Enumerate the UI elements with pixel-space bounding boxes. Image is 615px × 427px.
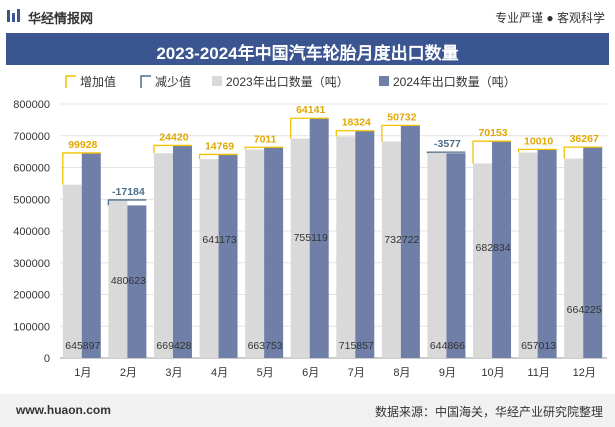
tagline: 专业严谨 ● 客观科学: [495, 11, 605, 25]
bar-2023: [473, 163, 493, 358]
x-tick-label: 5月: [257, 367, 274, 379]
x-tick-label: 7月: [348, 367, 365, 379]
value-label-2024: 641173: [202, 234, 236, 246]
y-tick-label: 300000: [13, 258, 50, 270]
increase-bracket: [381, 124, 420, 142]
x-tick-label: 9月: [439, 367, 456, 379]
legend-marker-dec: [140, 75, 151, 88]
y-tick-label: 100000: [13, 321, 50, 333]
value-label-2024: 664225: [567, 304, 602, 316]
bar-2023: [290, 138, 310, 358]
change-label: -3577: [434, 138, 461, 150]
change-label: 50732: [387, 111, 416, 123]
decrease-bracket: [107, 199, 147, 206]
bar-2024: [492, 141, 512, 358]
legend-swatch-s0: [212, 76, 222, 86]
bar-2024: [583, 147, 603, 358]
bar-2024: [127, 205, 147, 358]
x-tick-label: 1月: [74, 367, 91, 379]
value-label-2024: 645897: [65, 340, 100, 352]
change-label: 7011: [254, 133, 277, 145]
increase-bracket: [472, 140, 512, 164]
bar-2023: [245, 149, 265, 358]
value-label-2024: 732722: [384, 234, 419, 246]
change-label: 24420: [159, 131, 188, 143]
value-label-2024: 480623: [111, 275, 146, 287]
bar-2024: [537, 149, 557, 358]
x-tick-label: 11月: [527, 367, 549, 379]
y-tick-label: 500000: [13, 194, 50, 206]
increase-bracket: [517, 148, 557, 153]
bar-2023: [427, 152, 447, 358]
change-label: 36267: [570, 133, 599, 145]
legend-label-s0: 2023年出口数量（吨）: [226, 74, 349, 89]
y-tick-label: 600000: [13, 163, 50, 175]
y-tick-label: 0: [44, 353, 50, 365]
change-label: 18324: [342, 117, 371, 129]
bar-2024: [446, 153, 466, 358]
value-label-2024: 715857: [339, 340, 374, 352]
value-label-2024: 669428: [156, 340, 191, 352]
bar-2023: [153, 153, 173, 358]
bar-chart: 增加值 减少值 2023年出口数量（吨） 2024年出口数量（吨） 0 100000 200…: [13, 74, 607, 379]
increase-bracket: [153, 144, 192, 154]
legend-swatch-s1: [379, 76, 389, 86]
bar-2023: [108, 199, 128, 358]
change-label: -17184: [112, 186, 145, 198]
x-tick-label: 2月: [120, 367, 137, 379]
data-source: 数据来源：中国海关，华经产业研究院整理: [374, 405, 603, 419]
legend-label-s1: 2024年出口数量（吨）: [393, 74, 516, 89]
increase-bracket: [62, 152, 101, 185]
change-label: 14769: [205, 140, 234, 152]
logo-icon: [7, 9, 20, 22]
y-tick-label: 400000: [13, 226, 50, 238]
bar-2023: [518, 152, 538, 358]
legend-label-inc: 增加值: [80, 74, 116, 89]
site-name: 华经情报网: [28, 11, 94, 26]
bar-2023: [336, 136, 356, 358]
y-tick-label: 800000: [13, 99, 50, 111]
x-tick-label: 10月: [481, 367, 504, 379]
change-label: 99928: [68, 139, 97, 151]
x-tick-label: 8月: [393, 367, 410, 379]
decrease-bracket: [426, 151, 466, 154]
value-label-2024: 663753: [248, 340, 283, 352]
bar-2024: [218, 154, 238, 358]
value-label-2024: 644866: [430, 340, 465, 352]
x-tick-label: 6月: [302, 367, 319, 379]
bar-2024: [355, 130, 375, 358]
increase-bracket: [198, 153, 238, 160]
bar-2024: [400, 125, 420, 358]
bar-2023: [62, 184, 82, 358]
change-label: 10010: [524, 135, 553, 147]
legend-marker-inc: [65, 75, 76, 88]
bar-2024: [309, 118, 329, 358]
bar-2024: [81, 152, 101, 358]
change-label: 70153: [478, 127, 507, 139]
value-label-2024: 682834: [476, 242, 511, 254]
footer-bar: www.huaon.com 数据来源：中国海关，华经产业研究院整理: [0, 394, 615, 427]
bar-2023: [199, 159, 219, 358]
change-label: 64141: [296, 104, 325, 116]
footer-url: www.huaon.com: [16, 403, 111, 417]
y-tick-label: 200000: [13, 290, 50, 302]
x-tick-label: 3月: [165, 367, 182, 379]
header-bar: 华经情报网 专业严谨 ● 客观科学: [0, 0, 615, 32]
bar-2023: [564, 158, 584, 358]
increase-bracket: [335, 130, 375, 137]
chart-title-bar: 2023-2024年中国汽车轮胎月度出口数量: [6, 33, 609, 65]
value-label-2024: 755119: [294, 232, 328, 244]
x-tick-label: 12月: [573, 367, 596, 379]
x-tick-label: 4月: [211, 367, 228, 379]
value-label-2024: 657013: [521, 340, 556, 352]
legend-label-dec: 减少值: [155, 74, 191, 89]
bar-2024: [172, 145, 192, 358]
bar-2024: [264, 147, 284, 358]
y-tick-label: 700000: [13, 131, 50, 143]
bar-2023: [381, 141, 401, 358]
increase-bracket: [290, 117, 329, 139]
increase-bracket: [563, 146, 603, 159]
increase-bracket: [244, 146, 284, 150]
chart-title: 2023-2024年中国汽车轮胎月度出口数量: [156, 44, 459, 63]
